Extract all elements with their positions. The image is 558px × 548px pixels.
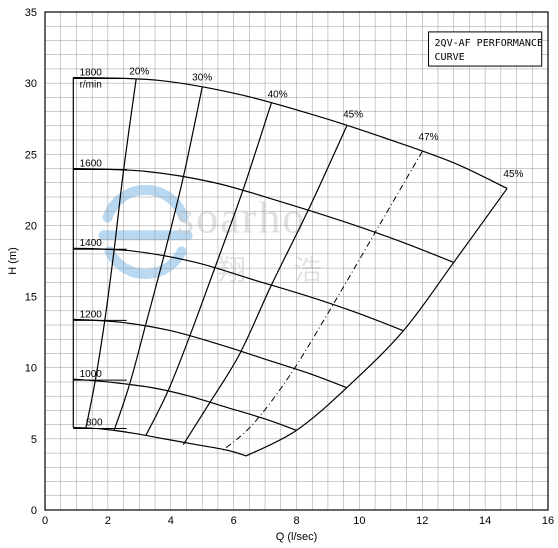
x-tick-label: 10: [353, 515, 365, 527]
speed-label: 800: [86, 417, 103, 428]
efficiency-label: 45%: [503, 169, 523, 180]
y-tick-label: 20: [25, 220, 37, 232]
x-tick-label: 16: [542, 515, 554, 527]
chart-svg: soarho 翔 浩 0 2 4 6 8 10 12 14 16 0 5 10 15 20 25 30 35 Q (l…: [0, 0, 558, 548]
x-tick-label: 4: [168, 515, 174, 527]
x-tick-label: 12: [416, 515, 428, 527]
chart-title-1: 2QV-AF PERFORMANCE: [435, 38, 543, 49]
speed-label: 1200: [80, 309, 103, 320]
x-tick-label: 6: [231, 515, 237, 527]
y-tick-label: 10: [25, 363, 37, 375]
speed-curve: [73, 427, 246, 455]
x-axis-label: Q (l/sec): [276, 531, 318, 543]
y-tick-label: 35: [25, 7, 37, 19]
y-tick-label: 0: [31, 505, 37, 517]
efficiency-label: 40%: [268, 89, 288, 100]
x-tick-label: 0: [42, 515, 48, 527]
watermark-text: soarho: [177, 194, 306, 243]
watermark-sub: 翔 浩: [218, 254, 342, 285]
y-tick-label: 15: [25, 292, 37, 304]
speed-curve: [73, 77, 507, 188]
speed-sublabel: r/min: [80, 79, 102, 90]
y-tick-label: 25: [25, 149, 37, 161]
x-tick-label: 14: [479, 515, 491, 527]
efficiency-label: 45%: [343, 109, 363, 120]
speed-label: 1800: [80, 67, 103, 78]
speed-label: 1000: [80, 369, 103, 380]
y-axis-label: H (m): [7, 247, 19, 275]
y-tick-label: 5: [31, 434, 37, 446]
chart-title-2: CURVE: [435, 52, 465, 63]
efficiency-label: 30%: [192, 72, 212, 83]
speed-label: 1600: [80, 159, 103, 170]
efficiency-label: 20%: [129, 67, 149, 78]
x-tick-label: 2: [105, 515, 111, 527]
speed-label: 1400: [80, 238, 103, 249]
efficiency-label: 47%: [419, 132, 439, 143]
y-tick-label: 30: [25, 78, 37, 90]
performance-chart: soarho 翔 浩 0 2 4 6 8 10 12 14 16 0 5 10 15 20 25 30 35 Q (l…: [0, 0, 558, 548]
speed-curve: [73, 379, 296, 430]
x-tick-label: 8: [293, 515, 299, 527]
